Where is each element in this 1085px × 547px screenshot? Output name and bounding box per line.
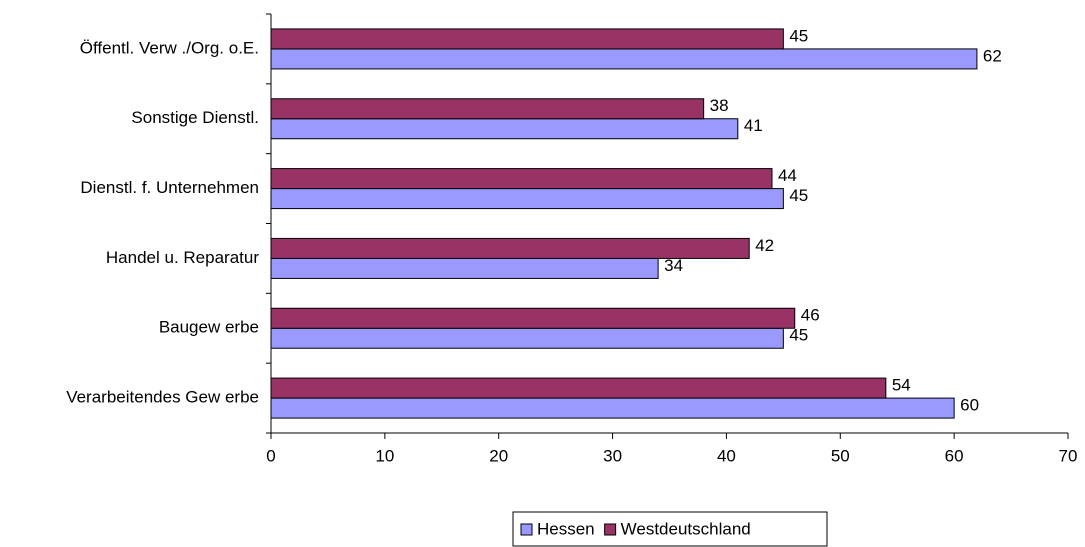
- value-label: 62: [983, 46, 1002, 65]
- value-label: 45: [789, 326, 808, 345]
- value-label: 45: [789, 186, 808, 205]
- bar: [270, 397, 955, 419]
- x-tick-label: 60: [945, 446, 964, 465]
- legend-label: Hessen: [537, 519, 595, 538]
- bar: [270, 168, 773, 190]
- legend-label: Westdeutschland: [621, 519, 751, 538]
- y-tick-label: Öffentl. Verw ./Org. o.E.: [80, 38, 259, 57]
- x-tick-label: 50: [831, 446, 850, 465]
- bar: [270, 188, 784, 210]
- x-tick-label: 20: [489, 446, 508, 465]
- value-label: 42: [755, 236, 774, 255]
- value-label: 46: [801, 306, 820, 325]
- x-tick-label: 0: [266, 446, 275, 465]
- bar: [270, 118, 739, 140]
- value-label: 60: [960, 396, 979, 415]
- y-tick-label: Verarbeitendes Gew erbe: [66, 388, 259, 407]
- bar: [270, 237, 750, 259]
- bar: [270, 48, 978, 70]
- value-label: 54: [892, 376, 911, 395]
- bar: [270, 98, 705, 120]
- y-tick-label: Baugew erbe: [159, 318, 259, 337]
- bar: [270, 377, 887, 399]
- x-tick-label: 10: [375, 446, 394, 465]
- x-tick-label: 30: [603, 446, 622, 465]
- value-label: 41: [744, 116, 763, 135]
- value-label: 44: [778, 166, 797, 185]
- y-tick-label: Handel u. Reparatur: [106, 248, 259, 267]
- bar: [270, 257, 659, 279]
- bar: [270, 28, 784, 50]
- y-tick-label: Sonstige Dienstl.: [131, 108, 259, 127]
- legend-swatch: [520, 523, 533, 536]
- value-label: 38: [710, 96, 729, 115]
- x-tick-label: 70: [1059, 446, 1078, 465]
- y-tick-label: Dienstl. f. Unternehmen: [80, 178, 259, 197]
- bar: [270, 307, 796, 329]
- legend-box: [512, 511, 828, 547]
- legend-swatch: [604, 523, 617, 536]
- bar: [270, 327, 784, 349]
- value-label: 34: [664, 256, 683, 275]
- x-tick-label: 40: [717, 446, 736, 465]
- value-label: 45: [789, 26, 808, 45]
